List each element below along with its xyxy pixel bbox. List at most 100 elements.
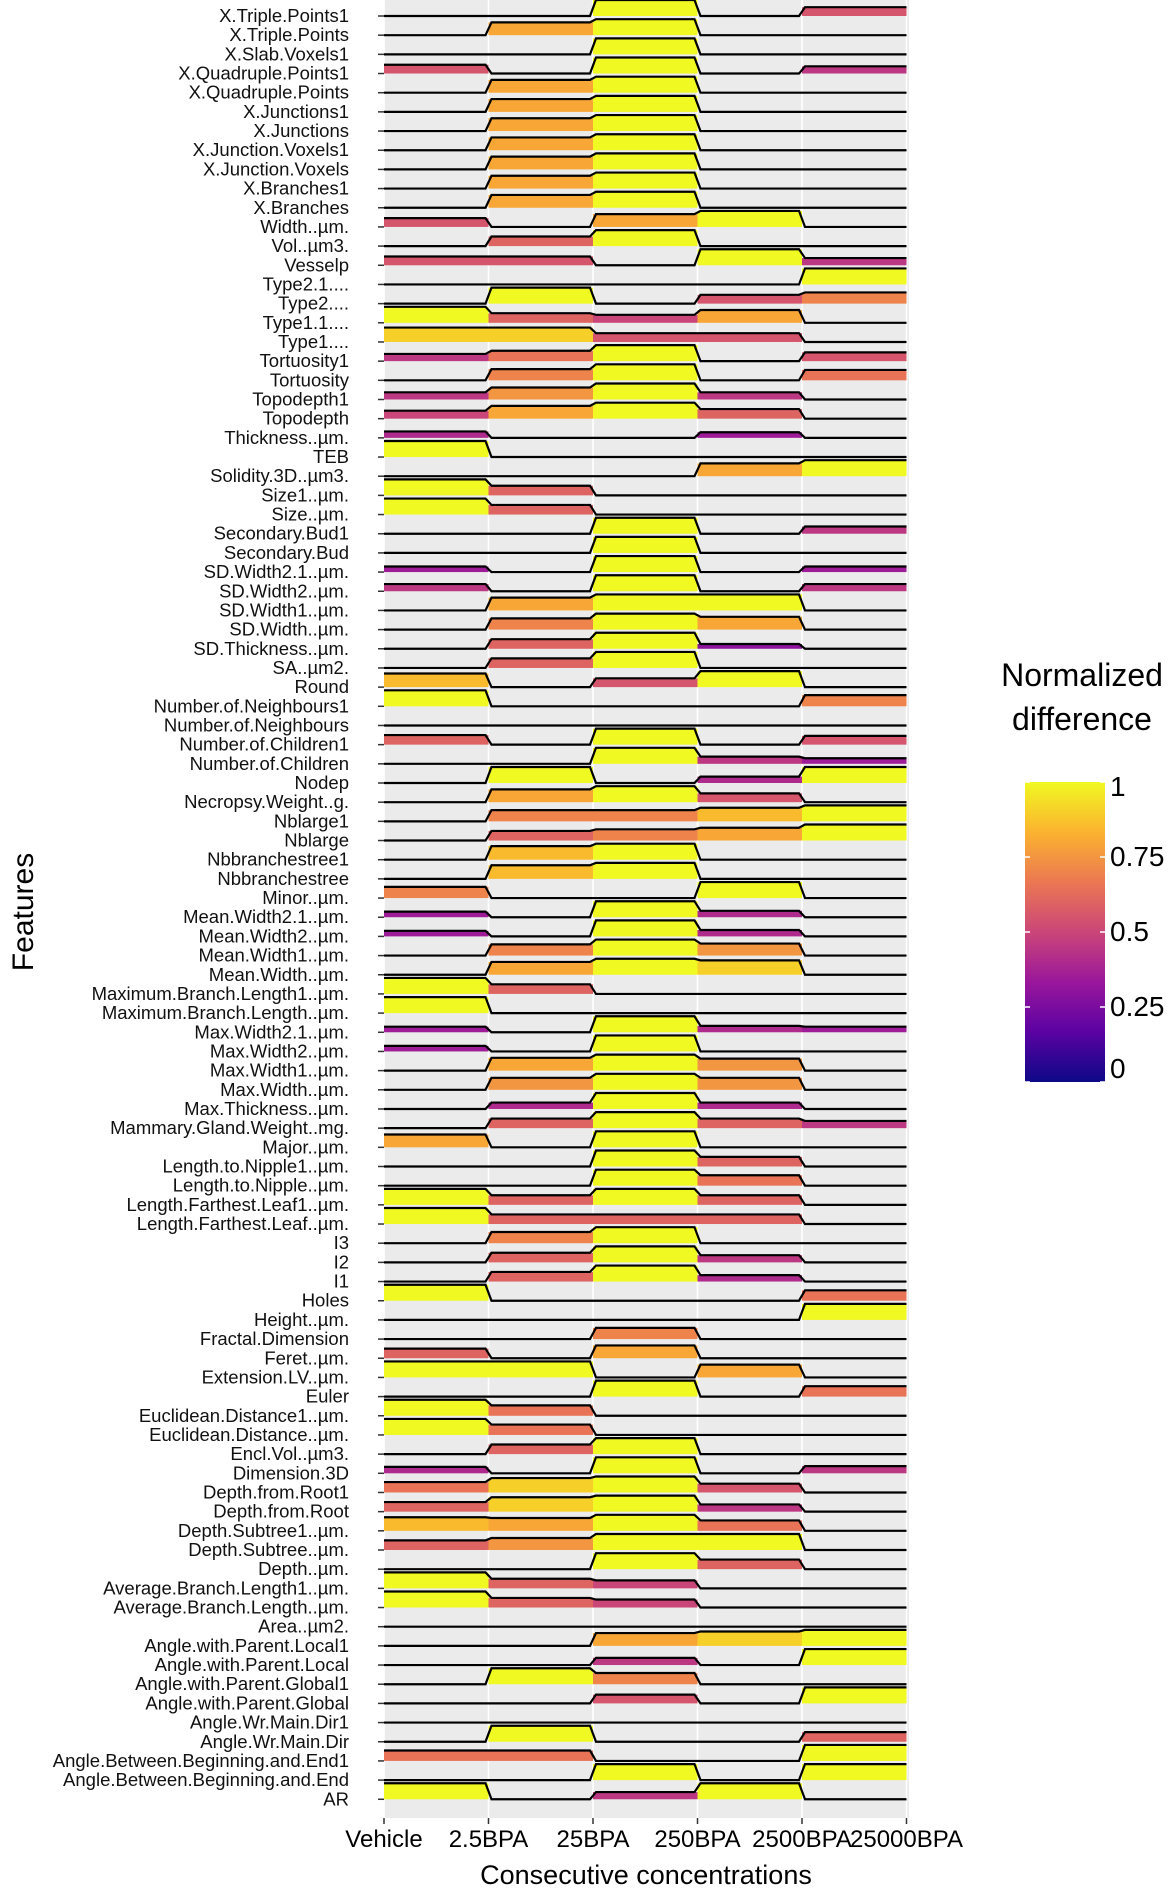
heatmap-cell <box>488 618 593 630</box>
heatmap-cell <box>593 402 698 419</box>
row-profile-line <box>384 938 907 957</box>
y-tick-label: Mean.Width2.1..µm. <box>183 906 349 927</box>
heatmap-cell <box>488 1578 593 1589</box>
row-profile-line <box>384 976 907 996</box>
row-profile-line <box>384 1590 907 1609</box>
heatmap-cell <box>593 1246 698 1263</box>
heatmap-cell <box>384 441 489 458</box>
row-profile-line <box>384 1245 907 1264</box>
row-profile-line <box>384 56 907 75</box>
y-tick-label: X.Triple.Points <box>229 24 349 45</box>
row-profile-line <box>384 593 907 612</box>
heatmap-cell <box>697 1504 802 1512</box>
row-profile-lines <box>384 0 907 1801</box>
heatmap-cell <box>697 1364 802 1378</box>
row-profile-line <box>384 1724 907 1743</box>
heatmap-cell <box>488 137 593 151</box>
y-tick-label: Depth.Subtree..µm. <box>188 1539 349 1560</box>
heatmap-cell <box>488 485 593 496</box>
row-profile-line <box>384 1206 907 1226</box>
row-profile-line <box>384 1686 907 1705</box>
heatmap-cell <box>593 19 698 36</box>
y-tick-label: Secondary.Bud1 <box>214 523 349 544</box>
heatmap-cell <box>697 409 802 419</box>
y-tick-label: Solidity.3D..µm3. <box>210 465 349 486</box>
heatmap-cell <box>593 1112 698 1129</box>
heatmap-cell <box>593 862 698 879</box>
y-tick-label: Depth.Subtree1..µm. <box>178 1520 349 1541</box>
row-profile-line <box>384 650 907 670</box>
row-profile-line <box>384 1647 907 1667</box>
heatmap-cell <box>593 1150 698 1167</box>
y-tick-label: Euclidean.Distance..µm. <box>149 1424 349 1445</box>
row-profile-line <box>384 1072 907 1091</box>
heatmap-cell <box>488 597 593 611</box>
heatmap-cell <box>384 479 489 496</box>
heatmap-cell <box>488 1497 593 1512</box>
heatmap-cell <box>488 504 593 515</box>
heatmap-cell <box>697 392 802 400</box>
y-tick-label: Holes <box>302 1290 349 1311</box>
heatmap-cell <box>697 294 802 304</box>
heatmap-cell <box>593 594 698 611</box>
heatmap-cell <box>697 827 802 841</box>
row-profile-line <box>384 1513 907 1532</box>
row-profile-line <box>384 1494 907 1513</box>
heatmap-cell <box>593 345 698 362</box>
heatmap-cell <box>593 1169 698 1186</box>
y-tick-label: Necropsy.Weight..g. <box>184 791 349 812</box>
y-tick-label: Nbbranchestree <box>217 868 349 889</box>
row-profile-line <box>384 94 907 113</box>
heatmap-cell <box>802 1386 907 1397</box>
legend-tick-label: 1 <box>1110 771 1126 802</box>
y-tick-label: Number.of.Neighbours <box>164 714 349 735</box>
row-profile-line <box>384 1379 907 1398</box>
heatmap-cell <box>384 997 489 1014</box>
heatmap-cell <box>802 292 907 304</box>
heatmap-cell <box>384 1188 489 1205</box>
row-profile-line <box>384 382 907 401</box>
heatmap-cell <box>802 1732 907 1742</box>
y-tick-label: Fractal.Dimension <box>200 1328 349 1349</box>
row-profile-line <box>384 1034 907 1053</box>
heatmap-cell <box>384 1045 489 1052</box>
x-tick-label: 250BPA <box>654 1826 740 1853</box>
heatmap-cell <box>593 678 698 688</box>
heatmap-cell <box>384 1134 489 1148</box>
y-tick-label: Secondary.Bud <box>224 542 349 563</box>
y-tick-label: Type1.... <box>278 331 349 352</box>
heatmap-cell <box>488 1444 593 1455</box>
heatmap-cell <box>593 1633 698 1646</box>
y-tick-label: Area..µm2. <box>258 1616 349 1637</box>
heatmap-cell <box>697 793 802 803</box>
heatmap-cell <box>593 1054 698 1071</box>
heatmap-cell <box>488 1214 593 1225</box>
heatmap-cell <box>384 498 489 515</box>
heatmap-cell <box>697 1214 802 1225</box>
heatmap-cell <box>384 1026 489 1033</box>
y-tick-label: Major..µm. <box>262 1136 349 1157</box>
y-tick-label: Mean.Width2..µm. <box>199 925 349 946</box>
heatmap-cell <box>802 1290 907 1301</box>
row-profile-line <box>384 996 907 1015</box>
heatmap-cell <box>697 616 802 630</box>
heatmap-cell <box>802 1744 907 1761</box>
heatmap-cell <box>384 64 489 74</box>
heatmap-cell <box>488 767 593 783</box>
heatmap-cell <box>697 1534 802 1550</box>
x-tick-label: Vehicle <box>345 1826 422 1853</box>
heatmap-cell <box>488 1361 593 1378</box>
y-tick-label: Angle.Wr.Main.Dir1 <box>190 1712 349 1733</box>
heatmap-cell <box>802 268 907 285</box>
row-profile-line <box>384 305 907 324</box>
y-tick-label: Encl.Vol..µm3. <box>230 1443 349 1464</box>
y-tick-label: Max.Width2.1..µm. <box>194 1021 349 1042</box>
row-profile-line <box>384 363 907 382</box>
heatmap-cell <box>802 66 907 74</box>
y-axis-title: Features <box>7 853 40 971</box>
heatmap-cell <box>802 1026 907 1033</box>
y-tick-label: Height..µm. <box>254 1309 349 1330</box>
heatmap-cell <box>697 1077 802 1090</box>
heatmap-cell <box>697 432 802 438</box>
